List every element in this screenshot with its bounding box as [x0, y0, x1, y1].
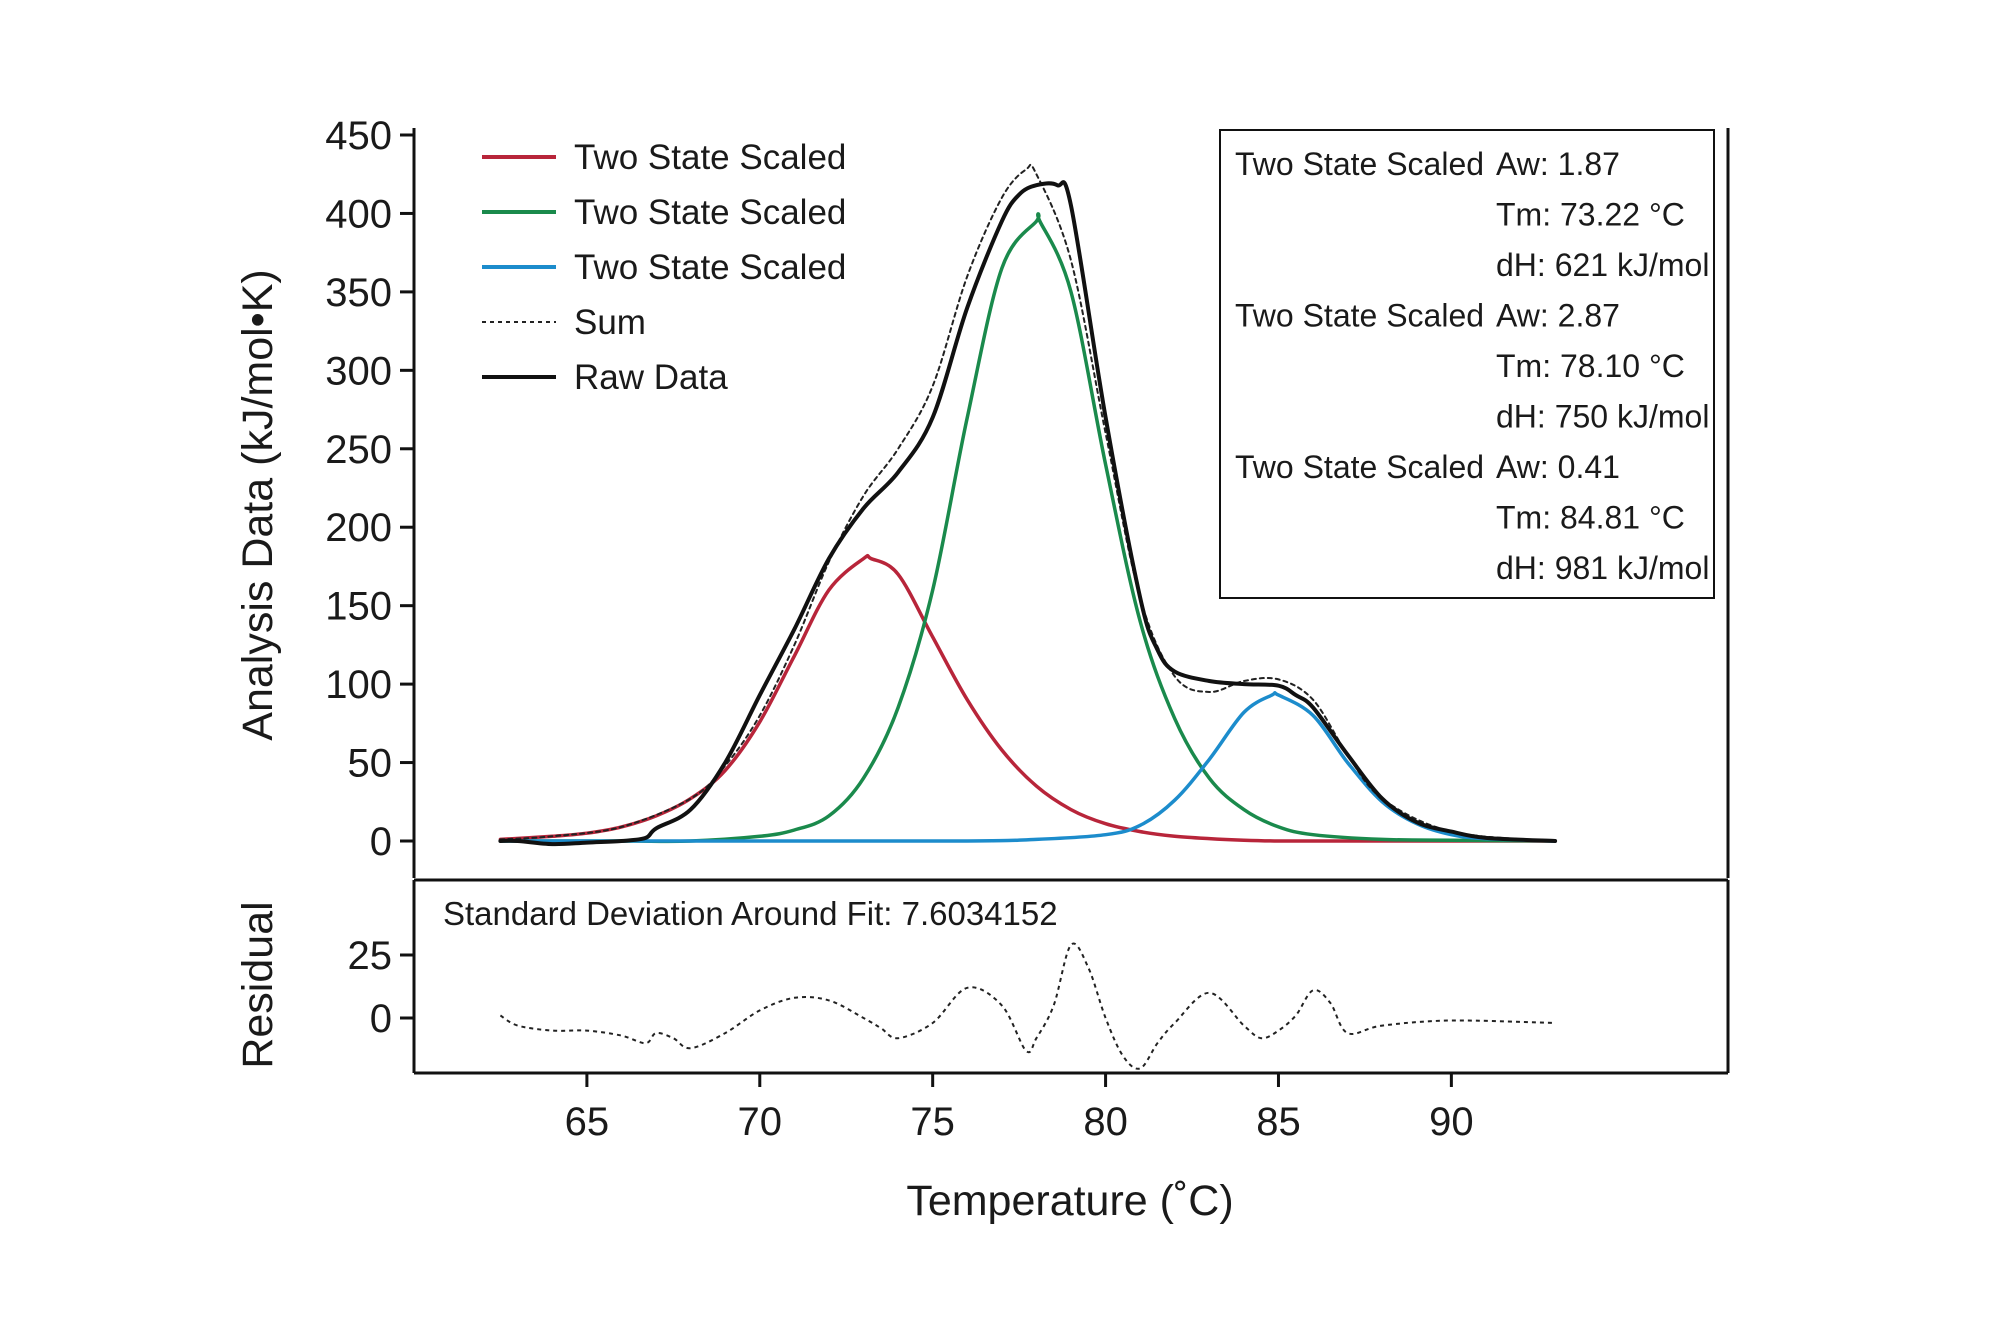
x-tick-label: 75: [910, 1100, 955, 1144]
info-box-parameter: Aw: 0.41: [1496, 449, 1620, 485]
fit-parameters-box: Two State Scaled Aw: 1.87 Tm: 73.22 °C dH: …: [1219, 129, 1715, 599]
main-y-tick-label: 450: [325, 114, 392, 158]
residual-series-group: [499, 942, 1556, 1070]
legend-label-two-state-scaled: Two State Scaled: [574, 138, 846, 177]
info-box-model-name: Two State Scaled: [1235, 449, 1484, 485]
residual-y-axis-label: Residual: [234, 901, 282, 1068]
main-y-tick-label: 150: [325, 585, 392, 629]
info-box-parameter: Aw: 1.87: [1496, 146, 1620, 182]
x-tick-label: 70: [738, 1100, 783, 1144]
main-y-tick-label: 50: [348, 742, 393, 786]
legend-label-two-state-scaled: Two State Scaled: [574, 248, 846, 287]
main-series-group: [498, 163, 1558, 847]
info-box-parameter: Tm: 73.22 °C: [1496, 197, 1685, 233]
residual-y-axis: 250: [348, 880, 1730, 1073]
x-axis: 65 70 75 80 85 90: [565, 1073, 1474, 1144]
main-y-axis-label: Analysis Data (kJ/mol•K): [234, 269, 282, 740]
info-box-model-name: Two State Scaled: [1235, 146, 1484, 182]
legend-label-sum: Sum: [574, 303, 646, 342]
residual-y-tick-label: 0: [370, 997, 392, 1041]
main-y-tick-label: 300: [325, 349, 392, 393]
legend: Two State Scaled Two State Scaled Two Stat…: [482, 138, 846, 397]
info-box-parameter: Tm: 78.10 °C: [1496, 348, 1685, 384]
info-box-parameter: Aw: 2.87: [1496, 298, 1620, 334]
x-tick-label: 90: [1429, 1100, 1474, 1144]
residual-y-tick-label: 25: [348, 934, 393, 978]
info-box-parameter: dH: 750 kJ/mol: [1496, 399, 1709, 435]
x-axis-label: Temperature (˚C): [906, 1177, 1233, 1225]
info-box-model-name: Two State Scaled: [1235, 298, 1484, 334]
series-line-sum-4: [499, 163, 1557, 842]
main-y-tick-label: 200: [325, 506, 392, 550]
main-y-tick-label: 250: [325, 428, 392, 472]
main-y-tick-label: 400: [325, 192, 392, 236]
plot-frame: [412, 128, 1730, 1075]
info-box-parameter: Tm: 84.81 °C: [1496, 500, 1685, 536]
x-tick-label: 80: [1083, 1100, 1128, 1144]
info-box-parameter: dH: 621 kJ/mol: [1496, 247, 1709, 283]
main-y-axis: 450 400 350 300 250 200 150 100 50 0: [325, 114, 414, 864]
x-tick-label: 85: [1256, 1100, 1301, 1144]
residual-line: [499, 942, 1556, 1070]
residual-annotation: Standard Deviation Around Fit: 7.6034152: [443, 895, 1058, 932]
series-line-two-state-scaled-3: [498, 690, 1557, 843]
x-tick-label: 65: [565, 1100, 610, 1144]
main-y-tick-label: 100: [325, 663, 392, 707]
legend-label-two-state-scaled: Two State Scaled: [574, 193, 846, 232]
fit-parameters-box-border: [1219, 129, 1715, 599]
main-y-tick-label: 0: [370, 820, 392, 864]
info-box-parameter: dH: 981 kJ/mol: [1496, 550, 1709, 586]
series-line-two-state-scaled-2: [498, 212, 1557, 844]
main-y-tick-label: 350: [325, 271, 392, 315]
legend-label-raw-data: Raw Data: [574, 358, 728, 397]
series-line-raw-data-5: [498, 180, 1558, 847]
